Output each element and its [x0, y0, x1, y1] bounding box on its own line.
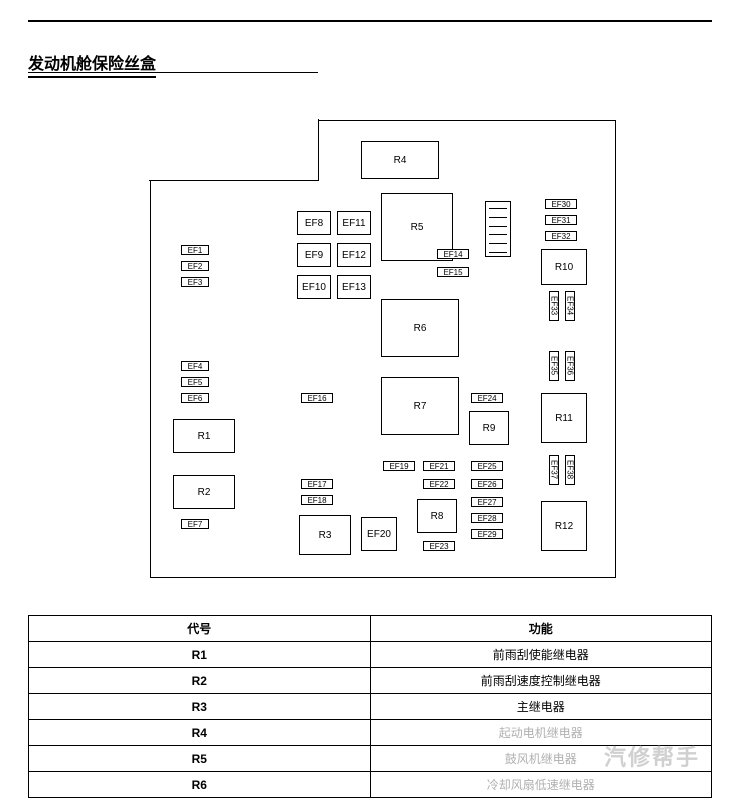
fuse-ef2: EF2: [181, 261, 209, 271]
cell-code: R1: [29, 642, 371, 668]
fuse-ef7: EF7: [181, 519, 209, 529]
fuse-r2: R2: [173, 475, 235, 509]
fuse-ef8: EF8: [297, 211, 331, 235]
table-row: R6冷却风扇低速继电器: [29, 772, 712, 798]
fuse-ef23: EF23: [423, 541, 455, 551]
fuse-ef10: EF10: [297, 275, 331, 299]
table-row: R5鼓风机继电器: [29, 746, 712, 772]
fuse-ef12: EF12: [337, 243, 371, 267]
top-rule: [28, 20, 712, 22]
fuse-ef25: EF25: [471, 461, 503, 471]
fuse-ef16: EF16: [301, 393, 333, 403]
fuse-ef1: EF1: [181, 245, 209, 255]
fuse-ef3: EF3: [181, 277, 209, 287]
cell-code: R2: [29, 668, 371, 694]
cell-func: 前雨刮使能继电器: [370, 642, 712, 668]
cell-func: 冷却风扇低速继电器: [370, 772, 712, 798]
title-underline: [28, 72, 318, 73]
fuse-ef22: EF22: [423, 479, 455, 489]
fuse-ef38: EF38: [565, 455, 575, 485]
fuse-ef18: EF18: [301, 495, 333, 505]
table-row: R1前雨刮使能继电器: [29, 642, 712, 668]
fuse-ef33: EF33: [549, 291, 559, 321]
fuse-r4: R4: [361, 141, 439, 179]
cell-func: 前雨刮速度控制继电器: [370, 668, 712, 694]
cell-func: 鼓风机继电器: [370, 746, 712, 772]
table-row: R4起动电机继电器: [29, 720, 712, 746]
section-title-wrap: 发动机舱保险丝盒: [28, 50, 156, 78]
connector: [485, 201, 511, 257]
fuse-ef21: EF21: [423, 461, 455, 471]
fuse-ef19: EF19: [383, 461, 415, 471]
fuse-ef32: EF32: [545, 231, 577, 241]
cell-code: R3: [29, 694, 371, 720]
fuse-ef13: EF13: [337, 275, 371, 299]
fuse-ef17: EF17: [301, 479, 333, 489]
fuse-ef26: EF26: [471, 479, 503, 489]
fuse-ef20: EF20: [361, 517, 397, 551]
fuse-r10: R10: [541, 249, 587, 285]
table-row: R3主继电器: [29, 694, 712, 720]
cell-func: 主继电器: [370, 694, 712, 720]
header-func: 功能: [370, 616, 712, 642]
fuse-ef4: EF4: [181, 361, 209, 371]
table-row: R2前雨刮速度控制继电器: [29, 668, 712, 694]
fuse-ef29: EF29: [471, 529, 503, 539]
section-title: 发动机舱保险丝盒: [28, 50, 156, 78]
fuse-ef30: EF30: [545, 199, 577, 209]
table-header-row: 代号 功能: [29, 616, 712, 642]
fuse-ef34: EF34: [565, 291, 575, 321]
fuse-r6: R6: [381, 299, 459, 357]
fuse-ef11: EF11: [337, 211, 371, 235]
fuse-ef27: EF27: [471, 497, 503, 507]
fuse-ef36: EF36: [565, 351, 575, 381]
fuse-ef6: EF6: [181, 393, 209, 403]
fuse-ef24: EF24: [471, 393, 503, 403]
fuse-ef35: EF35: [549, 351, 559, 381]
fuse-ef15: EF15: [437, 267, 469, 277]
fuse-r1: R1: [173, 419, 235, 453]
cell-code: R6: [29, 772, 371, 798]
fuse-ef31: EF31: [545, 215, 577, 225]
fuse-ef37: EF37: [549, 455, 559, 485]
function-table: 代号 功能 R1前雨刮使能继电器R2前雨刮速度控制继电器R3主继电器R4起动电机…: [28, 615, 712, 798]
cell-code: R4: [29, 720, 371, 746]
fuse-r12: R12: [541, 501, 587, 551]
fuse-r8: R8: [417, 499, 457, 533]
fuse-r7: R7: [381, 377, 459, 435]
fuse-ef9: EF9: [297, 243, 331, 267]
fuse-ef14: EF14: [437, 249, 469, 259]
cell-func: 起动电机继电器: [370, 720, 712, 746]
fuse-ef5: EF5: [181, 377, 209, 387]
cell-code: R5: [29, 746, 371, 772]
fusebox-diagram: R4R5EF8EF11EF9EF12EF10EF13EF1EF2EF3EF14E…: [150, 120, 616, 578]
diagram-notch: [149, 119, 319, 181]
fuse-r3: R3: [299, 515, 351, 555]
fuse-r9: R9: [469, 411, 509, 445]
fuse-ef28: EF28: [471, 513, 503, 523]
header-code: 代号: [29, 616, 371, 642]
fuse-r11: R11: [541, 393, 587, 443]
